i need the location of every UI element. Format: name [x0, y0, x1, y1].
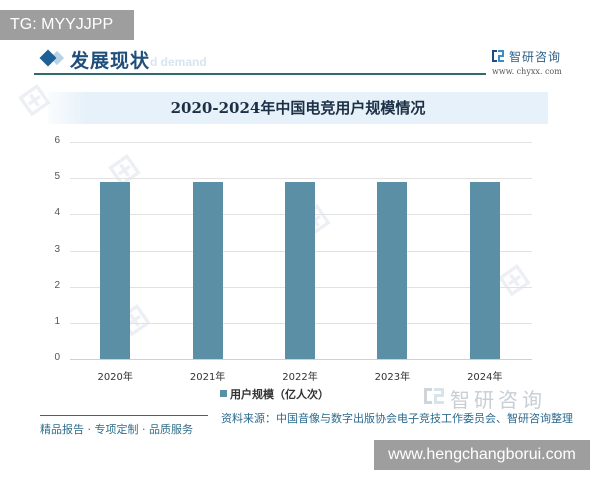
footer-slogan: 精品报告 · 专项定制 · 品质服务: [40, 423, 193, 436]
watermark-logo-text: 智研咨询: [450, 388, 546, 412]
y-tick-label: 2: [54, 279, 60, 291]
y-tick-label: 6: [54, 135, 60, 146]
bar-2024年: [469, 181, 500, 359]
footer-divider: [40, 415, 208, 416]
y-tick-label: 4: [54, 207, 60, 219]
x-tick-label: 2020年: [97, 372, 133, 383]
bar-2021年: [192, 181, 223, 359]
site-watermark-badge: www.hengchangborui.com: [374, 440, 590, 470]
plot-area: 0 1 2 3 4 5 6 2020年 2021年 2022年 2023年 2024年: [54, 135, 532, 383]
y-tick-label: 3: [54, 243, 60, 255]
tg-watermark-badge: TG: MYYJJPP: [0, 10, 134, 40]
legend-label: 用户规模（亿人次）: [230, 388, 329, 401]
data-source: 资料来源：中国音像与数字出版协会电子竞技工作委员会、智研咨询整理: [221, 412, 573, 425]
brand-url: www. chyxx. com: [492, 67, 562, 76]
y-tick-label: 1: [54, 315, 60, 327]
section-title: 发展现状: [70, 50, 151, 72]
chart-legend: 用户规模（亿人次）: [220, 386, 329, 402]
y-tick-label: 0: [54, 352, 60, 363]
bar-2022年: [285, 181, 315, 359]
y-tick-label: 5: [54, 171, 60, 183]
x-tick-label: 2023年: [374, 372, 411, 383]
section-ghost-text: d demand: [150, 55, 207, 69]
gridline: [70, 142, 532, 143]
x-tick-label: 2022年: [282, 372, 318, 383]
gridline: [70, 178, 532, 180]
brand-logo-icon: [492, 50, 504, 62]
bar-2020年: [100, 181, 131, 359]
chart-title-banner: [48, 92, 548, 124]
header-divider: [34, 73, 486, 75]
brand-name: 智研咨询: [509, 50, 562, 64]
x-axis-line: [70, 359, 532, 360]
legend-swatch: [220, 390, 227, 397]
x-tick-label: 2021年: [189, 372, 226, 383]
x-tick-label: 2024年: [467, 372, 503, 383]
bar-2023年: [377, 181, 408, 359]
watermark-logo-icon: [424, 388, 444, 404]
chart-title: 2020-2024年中国电竞用户规模情况: [170, 99, 426, 117]
